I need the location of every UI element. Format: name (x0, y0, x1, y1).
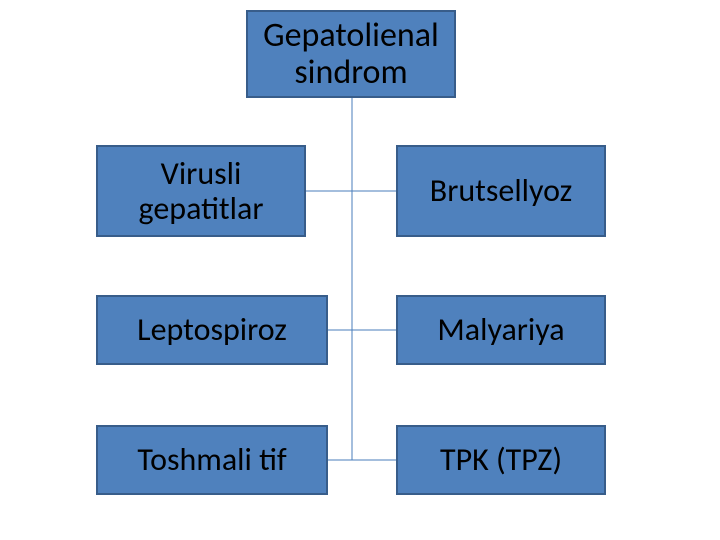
child-label: Virusli gepatitlar (139, 156, 264, 226)
child-node-left-1: Virusli gepatitlar (96, 145, 306, 237)
child-node-left-3: Toshmali tif (96, 425, 328, 495)
child-node-right-1: Brutsellyoz (396, 145, 606, 237)
child-label: Toshmali tif (137, 442, 286, 477)
child-node-left-2: Leptospiroz (96, 295, 328, 365)
child-node-right-2: Malyariya (396, 295, 606, 365)
child-label: Brutsellyoz (430, 173, 572, 208)
root-label: Gepatolienal sindrom (263, 17, 439, 92)
child-label: TPK (TPZ) (440, 442, 562, 477)
root-node: Gepatolienal sindrom (246, 10, 456, 98)
child-label: Malyariya (437, 312, 564, 347)
diagram-canvas: Gepatolienal sindrom Virusli gepatitlar … (0, 0, 720, 540)
child-node-right-3: TPK (TPZ) (396, 425, 606, 495)
child-label: Leptospiroz (137, 312, 287, 347)
